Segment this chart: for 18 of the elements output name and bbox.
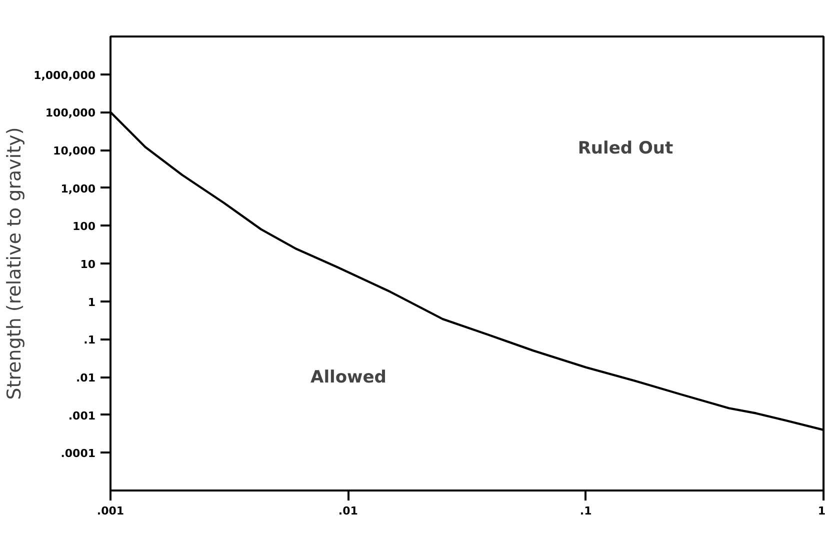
y-tick-label: 1 [88, 296, 96, 309]
y-tick-label: 10,000 [53, 144, 96, 158]
x-tick-label: .001 [96, 504, 124, 518]
y-tick-label: 1,000 [60, 182, 96, 196]
x-tick-label: 1 [818, 504, 825, 518]
y-tick-label: 1,000,000 [34, 68, 96, 82]
y-tick-label: .1 [84, 334, 96, 347]
x-tick-label: .01 [338, 504, 358, 518]
y-tick-label: 10 [80, 258, 96, 271]
annotation: Allowed [310, 368, 386, 388]
y-tick-label: 100 [72, 220, 96, 234]
y-tick-label: 100,000 [45, 106, 96, 120]
y-axis-title: Strength (relative to gravity) [4, 127, 26, 400]
y-tick-label: .0001 [60, 447, 96, 460]
y-tick-label: .01 [76, 372, 96, 384]
x-tick-label: .1 [580, 504, 592, 518]
annotation: Ruled Out [578, 138, 674, 158]
y-tick-label: .001 [68, 409, 96, 422]
